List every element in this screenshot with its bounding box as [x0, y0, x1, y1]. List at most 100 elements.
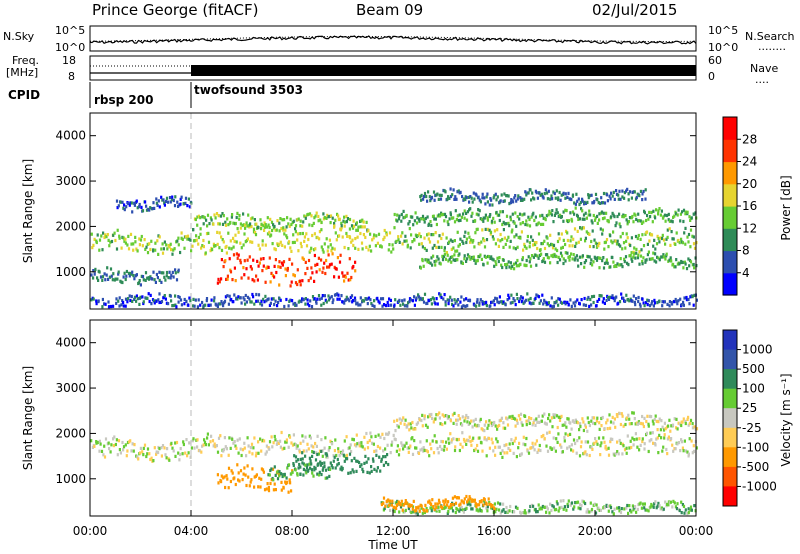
power-cell [570, 219, 574, 223]
power-cell [246, 258, 249, 262]
velocity-cell [276, 440, 279, 444]
velocity-cell [247, 475, 250, 479]
velocity-cell [253, 485, 256, 489]
power-cell [286, 236, 289, 240]
velocity-cell [407, 506, 411, 511]
velocity-cell [415, 506, 418, 510]
power-cell [695, 298, 698, 302]
power-cell [556, 211, 559, 215]
velocity-cell [636, 445, 639, 449]
velocity-cell [691, 422, 694, 426]
power-cell [596, 198, 599, 202]
power-cell [337, 293, 340, 297]
power-cell [294, 227, 297, 231]
power-cell [516, 258, 519, 263]
power-cell [542, 216, 545, 220]
power-cell [242, 223, 245, 227]
freq-label-line1: Freq. [12, 54, 39, 67]
power-cell [532, 243, 535, 247]
power-cell [174, 303, 177, 307]
power-cell [222, 214, 225, 218]
velocity-cell [671, 423, 675, 427]
power-cell [137, 281, 141, 285]
power-cell [310, 246, 313, 250]
power-cell [510, 266, 513, 270]
velocity-cell [411, 452, 415, 456]
velocity-cell [438, 411, 441, 415]
velocity-cell [382, 449, 385, 453]
power-cell [660, 209, 663, 213]
velocity-cell [468, 500, 471, 504]
power-cell [551, 305, 554, 309]
power-cell [549, 304, 552, 308]
power-cell [395, 239, 398, 243]
power-cell [142, 301, 145, 306]
power-cell [429, 298, 432, 302]
velocity-cell [122, 448, 125, 452]
velocity-cell [616, 506, 619, 510]
power-cell [447, 259, 450, 263]
velocity-cell [643, 502, 646, 506]
power-cell [609, 265, 612, 269]
power-cell [494, 242, 497, 246]
velocity-cell [555, 500, 558, 504]
power-cell [311, 271, 314, 275]
power-cell [430, 256, 433, 260]
power-cell [227, 223, 230, 227]
velocity-cell [597, 506, 600, 510]
power-cell [128, 294, 131, 298]
nave-block [191, 65, 696, 76]
power-cell [260, 299, 263, 303]
power-cell [351, 226, 355, 230]
velocity-cell [308, 434, 311, 438]
power-cell [343, 301, 346, 305]
power-cell [408, 300, 411, 304]
power-cell [273, 247, 276, 251]
power-cell [253, 279, 256, 283]
power-cell [172, 275, 175, 279]
velocity-cell [351, 468, 354, 472]
power-cell [294, 303, 297, 307]
power-cell [653, 259, 656, 263]
velocity-cell [217, 436, 221, 440]
power-cell [600, 210, 604, 214]
velocity-cell [499, 418, 502, 422]
power-cell [355, 228, 358, 232]
power-cell [286, 268, 289, 272]
velocity-cell [495, 437, 498, 441]
velocity-swatch [723, 388, 737, 409]
power-cell [216, 304, 219, 308]
power-cell [507, 235, 510, 239]
power-cell [434, 231, 437, 235]
power-cell [259, 302, 262, 306]
velocity-cell [551, 504, 554, 508]
power-cell [454, 249, 457, 253]
velocity-cell [619, 441, 622, 445]
power-cell [497, 301, 500, 305]
power-cell [485, 300, 488, 304]
power-cell [151, 207, 154, 211]
power-cell [577, 264, 580, 268]
power-cell [604, 240, 607, 244]
power-cell [644, 188, 647, 192]
velocity-cell [352, 438, 355, 442]
power-cell [338, 217, 341, 221]
velocity-cell [639, 443, 642, 447]
velocity-cell [314, 458, 318, 462]
power-cell [283, 232, 286, 236]
power-cell [487, 227, 490, 231]
power-cell [607, 245, 610, 249]
power-cell [352, 264, 355, 269]
power-cell [268, 303, 271, 307]
velocity-cell [503, 443, 506, 448]
velocity-cell [655, 419, 658, 423]
velocity-cell [320, 472, 323, 477]
power-cell [444, 190, 447, 194]
velocity-cell [423, 414, 426, 418]
velocity-cell [548, 430, 551, 434]
velocity-cell [420, 506, 423, 510]
velocity-cell [475, 505, 478, 509]
velocity-cell [365, 460, 368, 464]
power-cell [339, 228, 343, 232]
power-cell [441, 232, 444, 236]
